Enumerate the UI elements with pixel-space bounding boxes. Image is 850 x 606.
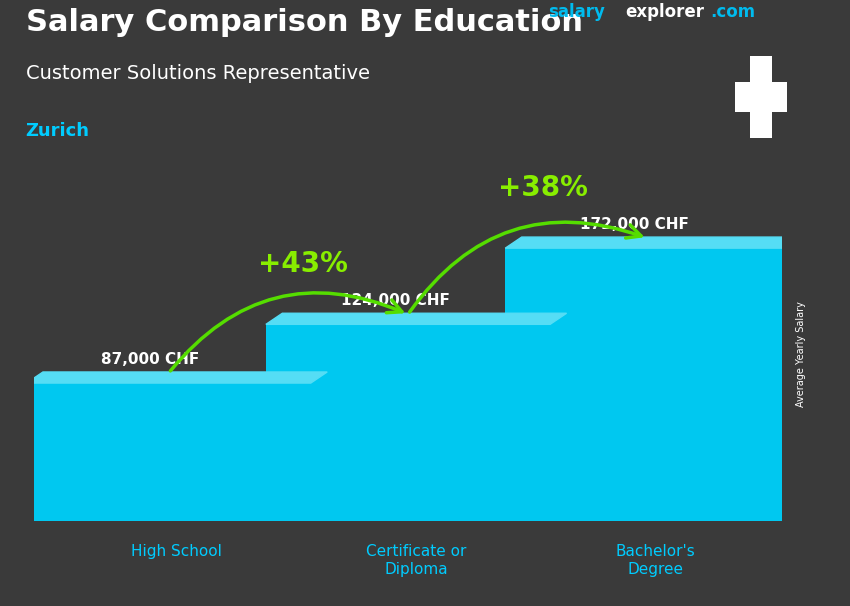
Bar	[266, 324, 550, 521]
Text: 124,000 CHF: 124,000 CHF	[341, 293, 450, 308]
Polygon shape	[266, 313, 567, 324]
Bar	[750, 56, 772, 138]
Text: Certificate or
Diploma: Certificate or Diploma	[366, 544, 467, 577]
Text: Average Yearly Salary: Average Yearly Salary	[796, 302, 806, 407]
Text: +38%: +38%	[498, 174, 587, 202]
Text: Zurich: Zurich	[26, 122, 89, 140]
Bar	[734, 82, 787, 112]
Text: Customer Solutions Representative: Customer Solutions Representative	[26, 64, 370, 84]
Text: Bachelor's
Degree: Bachelor's Degree	[615, 544, 695, 577]
Polygon shape	[26, 372, 327, 383]
Text: salary: salary	[548, 4, 605, 21]
Text: 172,000 CHF: 172,000 CHF	[580, 218, 688, 232]
Polygon shape	[550, 313, 567, 521]
Text: explorer: explorer	[625, 4, 704, 21]
Polygon shape	[311, 372, 327, 521]
Text: +43%: +43%	[258, 250, 348, 278]
Text: High School: High School	[132, 544, 223, 559]
Polygon shape	[505, 237, 806, 248]
Text: .com: .com	[710, 4, 755, 21]
Text: Salary Comparison By Education: Salary Comparison By Education	[26, 8, 582, 38]
Bar	[505, 248, 790, 521]
Bar	[26, 383, 311, 521]
Polygon shape	[790, 237, 806, 521]
Text: 87,000 CHF: 87,000 CHF	[101, 352, 200, 367]
